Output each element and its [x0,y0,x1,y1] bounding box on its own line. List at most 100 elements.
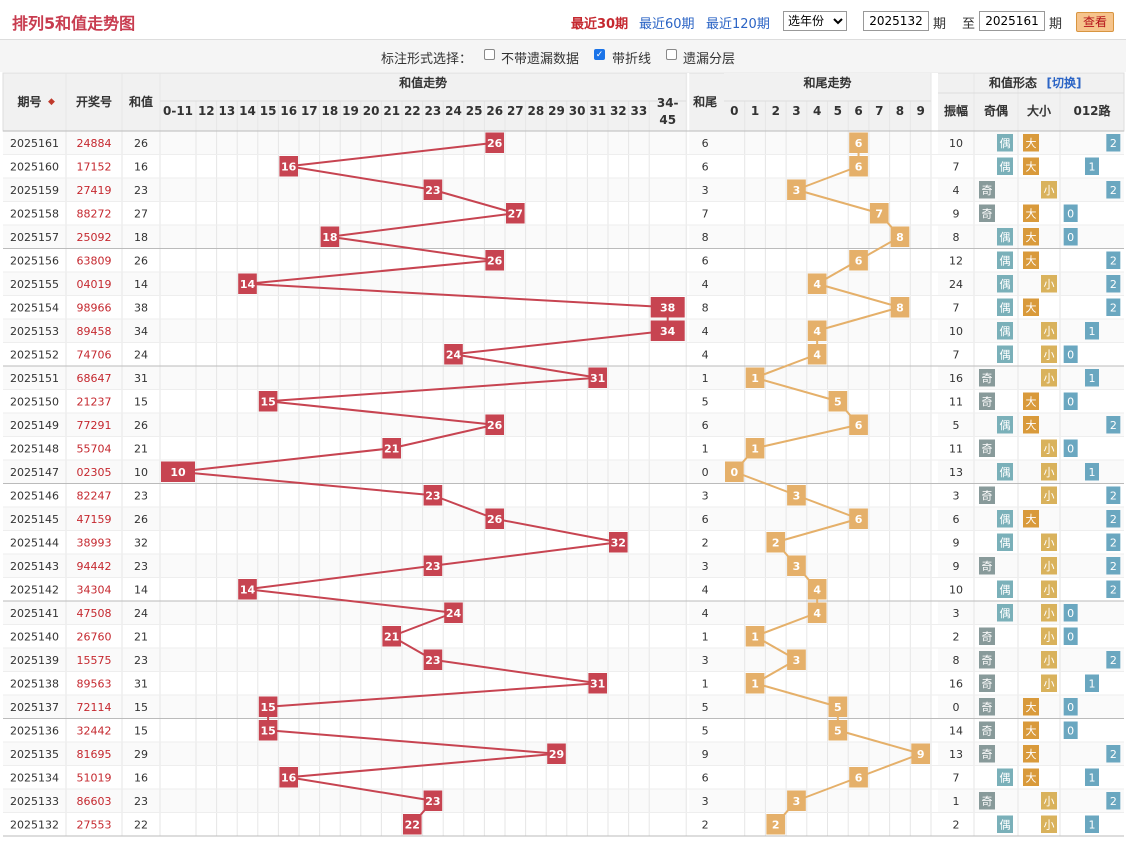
sum-trend-line [247,564,434,591]
header-form: 和值形态 [988,75,1037,90]
oe-value: 奇 [982,795,993,808]
route-marker [1106,580,1121,598]
bs-marker [1041,322,1057,340]
sum-trend-line [329,235,495,262]
switch-link[interactable]: [切换] [1047,75,1082,90]
draw-cell: 27553 [77,818,112,831]
route-value: 1 [1089,677,1096,690]
route-value: 1 [1089,818,1096,831]
bs-marker [1041,580,1057,598]
amp-cell: 8 [953,231,960,244]
tail-cell: 1 [702,442,709,455]
sum-col-label: 31 [589,104,606,118]
amp-cell: 9 [953,207,960,220]
oe-marker [979,557,995,575]
sum-trend-line [247,259,495,285]
bs-value: 大 [1026,206,1037,220]
sum-hit-marker [279,156,298,177]
tail-col-label: 3 [792,104,800,118]
period-link-30[interactable]: 最近30期 [571,17,629,32]
tail-hit-marker [890,297,910,318]
oe-marker [997,134,1013,152]
table-row [3,295,1124,319]
sum-hit-value: 14 [240,583,256,596]
sum-hit-marker [588,673,607,694]
to-issue-input[interactable] [979,11,1045,31]
bs-marker [1041,439,1057,457]
bs-marker [1041,181,1057,199]
checkbox-layer[interactable] [666,49,677,60]
bs-value: 小 [1044,583,1055,596]
sum-cell: 24 [134,607,148,620]
draw-cell: 51019 [77,771,112,784]
bs-value: 小 [1044,184,1055,197]
oe-marker [997,533,1013,551]
issue-cell: 2025161 [10,137,59,150]
tail-hit-marker [787,485,806,506]
route-marker [1063,204,1078,222]
table-row [3,366,1124,390]
bs-value: 小 [1044,607,1055,620]
option-no-omission-label: 不带遗漏数据 [501,52,580,67]
oe-marker [997,510,1013,528]
oe-value: 奇 [982,372,993,385]
tail-cell: 2 [702,536,709,549]
route-marker [1106,416,1121,434]
from-issue-input[interactable] [863,11,929,31]
year-select[interactable]: 选年份 [783,11,847,31]
issue-cell: 2025132 [10,818,59,831]
tail-hit-marker [849,132,868,153]
tail-cell: 3 [702,795,709,808]
sum-hit-value: 26 [487,419,503,432]
sum-cell: 15 [134,395,148,408]
tail-trend-line [754,423,859,450]
sort-icon[interactable]: ◆ [48,97,55,107]
tail-hit-marker [849,156,868,177]
draw-cell: 94442 [77,560,112,573]
sum-trend-line [288,776,434,802]
oe-marker [979,674,995,692]
oe-value: 偶 [1000,536,1011,549]
route-value: 0 [1067,348,1074,361]
query-button[interactable]: 查看 [1076,12,1114,32]
checkbox-line[interactable]: ✓ [594,49,605,60]
period-link-120[interactable]: 最近120期 [706,17,770,32]
route-value: 0 [1067,724,1074,737]
sum-col-label: 19 [342,104,359,118]
oe-marker [979,721,995,739]
tail-hit-marker [766,814,786,835]
period-link-60[interactable]: 最近60期 [639,17,695,32]
issue-cell: 2025148 [10,442,59,455]
sum-hit-marker [588,367,607,388]
bs-value: 大 [1026,700,1037,714]
oe-value: 奇 [982,184,993,197]
sum-hit-marker [485,414,504,435]
tail-hit-value: 6 [855,771,863,784]
issue-cell: 2025140 [10,630,59,643]
oe-marker [979,651,995,669]
tail-hit-marker [787,649,806,670]
sum-hit-marker [485,250,504,271]
oe-marker [997,768,1013,786]
sum-trend-line [288,165,434,191]
tail-col-label: 6 [854,104,862,118]
amp-cell: 11 [949,395,963,408]
sum-hit-marker [650,297,685,318]
bs-marker [1023,698,1039,716]
bs-marker [1041,815,1057,833]
oe-value: 偶 [1000,818,1011,831]
sum-cell: 38 [134,301,148,314]
amp-cell: 3 [953,489,960,502]
sum-hit-marker [444,344,463,365]
checkbox-no-omission[interactable] [484,49,495,60]
tail-trend-line [796,494,859,520]
bs-marker [1023,768,1039,786]
sum-cell: 26 [134,137,148,150]
sum-cell: 23 [134,795,148,808]
sum-hit-value: 32 [611,536,626,549]
tail-hit-value: 4 [813,278,821,291]
sum-col-label: 32 [610,104,627,118]
amp-cell: 7 [953,160,960,173]
bs-marker [1023,721,1039,739]
issue-cell: 2025133 [10,795,59,808]
